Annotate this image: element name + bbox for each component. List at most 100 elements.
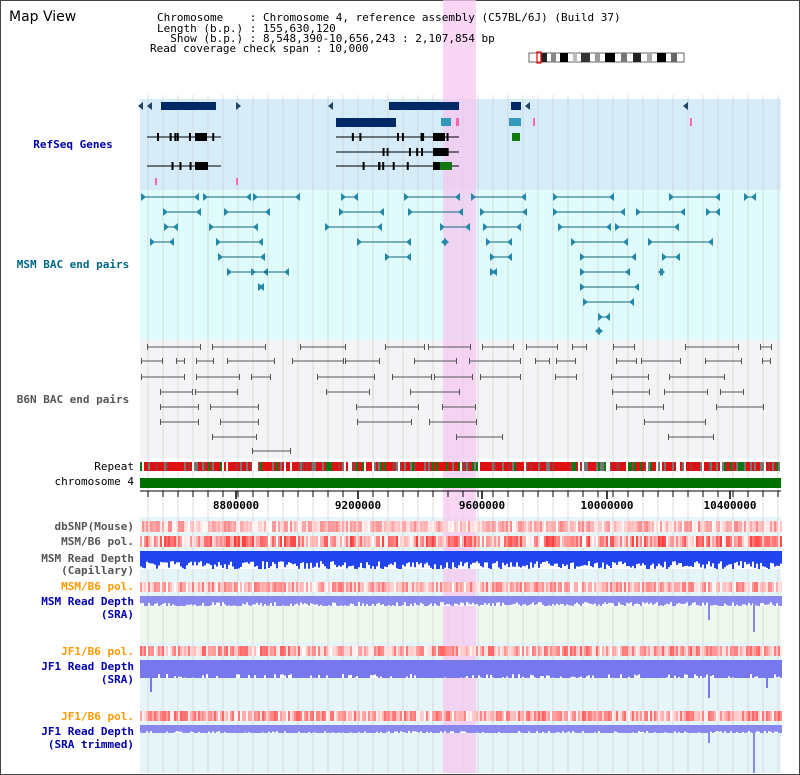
heat-cell bbox=[140, 711, 142, 721]
depth-bar bbox=[704, 551, 706, 569]
heat-cell bbox=[440, 711, 442, 721]
heat-cell bbox=[526, 582, 528, 592]
depth-bar bbox=[450, 660, 452, 678]
depth-bar bbox=[472, 596, 474, 603]
heat-cell bbox=[384, 711, 386, 721]
bac-end bbox=[465, 223, 470, 231]
repeat-element bbox=[182, 462, 184, 471]
heat-cell bbox=[272, 711, 274, 721]
bac-end bbox=[258, 404, 259, 410]
bac-end bbox=[290, 448, 291, 454]
heat-cell bbox=[234, 646, 236, 656]
heat-cell bbox=[654, 711, 656, 721]
depth-bar bbox=[352, 725, 354, 733]
exon bbox=[422, 133, 425, 141]
depth-bar bbox=[336, 551, 338, 568]
repeat-element bbox=[310, 462, 312, 471]
depth-bar bbox=[730, 725, 732, 732]
depth-bar bbox=[160, 725, 162, 733]
bac-end bbox=[431, 374, 432, 380]
heat-cell bbox=[740, 711, 742, 721]
depth-bar bbox=[590, 660, 592, 678]
depth-bar bbox=[490, 660, 492, 675]
depth-bar bbox=[326, 725, 328, 733]
heat-cell bbox=[242, 646, 244, 656]
bac-end bbox=[634, 344, 635, 350]
heat-cell bbox=[680, 646, 682, 656]
depth-bar bbox=[764, 725, 766, 732]
refseq-gene bbox=[155, 178, 157, 185]
heat-cell bbox=[238, 521, 240, 532]
heat-cell bbox=[520, 521, 522, 532]
heat-cell bbox=[382, 711, 384, 721]
heat-cell bbox=[494, 536, 496, 547]
depth-bar bbox=[144, 551, 146, 569]
repeat-element bbox=[774, 462, 776, 471]
repeat-element bbox=[654, 462, 656, 471]
depth-bar bbox=[360, 725, 362, 733]
heat-cell bbox=[196, 711, 198, 721]
repeat-element bbox=[356, 462, 358, 471]
exon bbox=[351, 133, 354, 141]
depth-bar bbox=[246, 660, 248, 678]
depth-bar bbox=[166, 660, 168, 675]
repeat-element bbox=[718, 462, 720, 471]
depth-bar bbox=[266, 551, 268, 562]
depth-bar bbox=[314, 725, 316, 733]
depth-bar bbox=[150, 725, 152, 732]
heat-cell bbox=[702, 536, 704, 547]
heat-cell bbox=[378, 536, 380, 547]
heat-cell bbox=[670, 536, 672, 547]
depth-bar bbox=[372, 596, 374, 604]
heat-cell bbox=[262, 536, 264, 547]
heat-cell bbox=[356, 521, 358, 532]
exon bbox=[421, 148, 424, 156]
depth-bar bbox=[610, 660, 612, 678]
heat-cell bbox=[270, 536, 272, 547]
repeat-element bbox=[538, 462, 540, 471]
heat-cell bbox=[396, 521, 398, 532]
heat-cell bbox=[700, 582, 702, 592]
heat-cell bbox=[164, 711, 166, 721]
heat-cell bbox=[410, 521, 412, 532]
repeat-element bbox=[546, 462, 548, 471]
depth-bar bbox=[554, 660, 556, 678]
heat-cell bbox=[558, 536, 560, 547]
bac-end bbox=[664, 389, 665, 395]
heat-cell bbox=[536, 711, 538, 721]
depth-bar bbox=[618, 551, 620, 562]
bac-end bbox=[598, 313, 603, 321]
gene-arrow bbox=[525, 102, 530, 110]
depth-bar bbox=[476, 551, 478, 562]
bac-end bbox=[160, 404, 161, 410]
axis-tick-label: 10400000 bbox=[703, 499, 757, 512]
repeat-element bbox=[450, 462, 452, 471]
repeat-element bbox=[740, 462, 742, 471]
heat-cell bbox=[632, 521, 634, 532]
depth-bar bbox=[358, 725, 360, 733]
depth-bar bbox=[426, 725, 428, 732]
depth-bar bbox=[286, 551, 288, 565]
heat-cell bbox=[530, 711, 532, 721]
heat-cell bbox=[364, 536, 366, 547]
depth-bar bbox=[448, 551, 450, 569]
depth-bar bbox=[634, 725, 636, 733]
depth-bar bbox=[160, 660, 162, 678]
depth-bar bbox=[422, 725, 424, 733]
heat-cell bbox=[538, 711, 540, 721]
heat-cell bbox=[412, 646, 414, 656]
depth-bar bbox=[494, 725, 496, 733]
repeat-element bbox=[418, 462, 420, 471]
depth-bar bbox=[702, 551, 704, 565]
heat-cell bbox=[596, 536, 598, 547]
heat-cell bbox=[220, 521, 222, 532]
heat-cell bbox=[148, 582, 150, 592]
depth-bar bbox=[202, 596, 204, 603]
depth-bar bbox=[212, 660, 214, 678]
depth-bar bbox=[578, 725, 580, 733]
heat-cell bbox=[380, 711, 382, 721]
repeat-element bbox=[398, 462, 400, 471]
depth-bar bbox=[324, 551, 326, 567]
heat-cell bbox=[736, 521, 738, 532]
